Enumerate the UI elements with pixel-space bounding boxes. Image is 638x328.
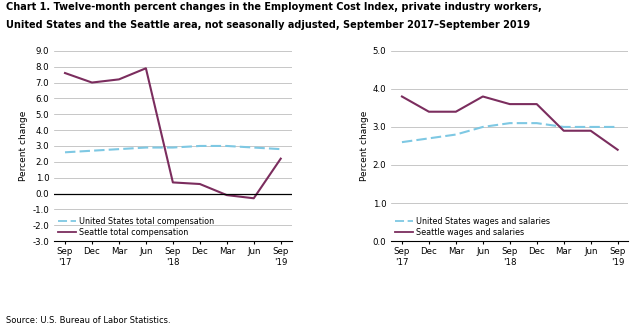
Legend: United States total compensation, Seattle total compensation: United States total compensation, Seattl… [55,214,218,240]
Legend: United States wages and salaries, Seattle wages and salaries: United States wages and salaries, Seattl… [392,214,553,240]
Text: Source: U.S. Bureau of Labor Statistics.: Source: U.S. Bureau of Labor Statistics. [6,316,171,325]
Text: United States and the Seattle area, not seasonally adjusted, September 2017–Sept: United States and the Seattle area, not … [6,20,531,30]
Y-axis label: Percent change: Percent change [19,111,29,181]
Y-axis label: Percent change: Percent change [359,111,369,181]
Text: Chart 1. Twelve-month percent changes in the Employment Cost Index, private indu: Chart 1. Twelve-month percent changes in… [6,2,542,11]
